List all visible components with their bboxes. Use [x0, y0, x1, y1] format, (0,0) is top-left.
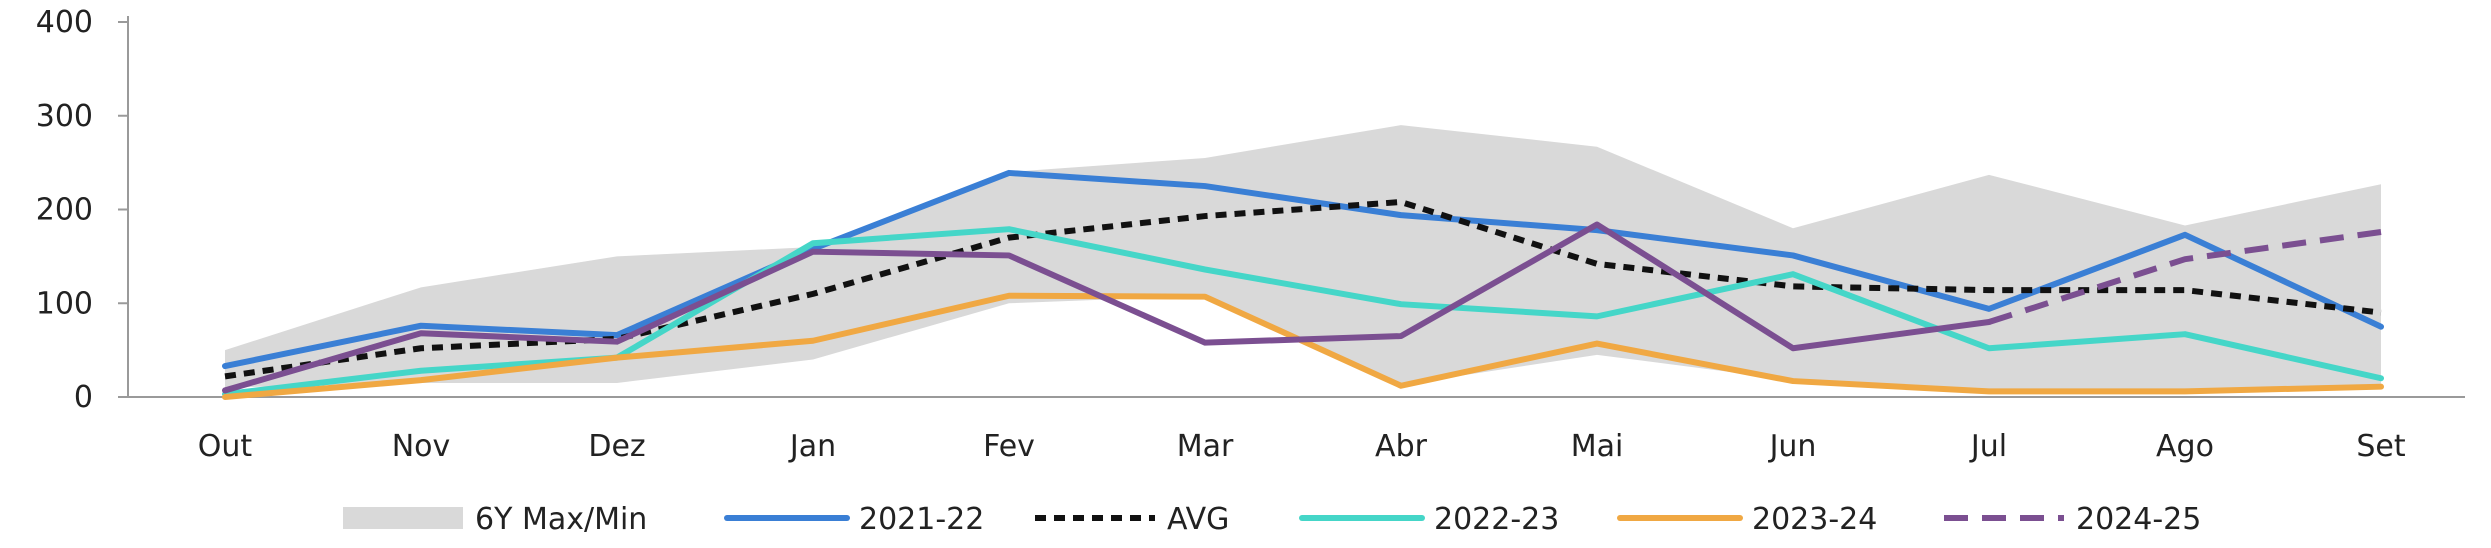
band-6y-max-min — [225, 125, 2381, 393]
legend-label: 2022-23 — [1434, 502, 1559, 537]
series-layer — [222, 169, 2384, 400]
x-tick-label: Abr — [1375, 429, 1428, 464]
x-tick-label: Mar — [1177, 429, 1234, 464]
y-tick-label: 400 — [36, 5, 93, 40]
y-tick-label: 100 — [36, 286, 93, 321]
legend-label: 6Y Max/Min — [475, 502, 647, 537]
x-tick-label: Dez — [588, 429, 645, 464]
legend-item-6y-max-min: 6Y Max/Min — [343, 502, 647, 537]
band-layer — [225, 125, 2381, 393]
legend-label: 2023-24 — [1752, 502, 1877, 537]
x-tick-label: Mai — [1571, 429, 1624, 464]
legend-label: 2024-25 — [2076, 502, 2201, 537]
series-line-2024-25 — [222, 221, 1992, 394]
series-line-2024-25-projection — [1988, 229, 2382, 325]
x-tick-label: Fev — [983, 429, 1035, 464]
y-tick-label: 0 — [74, 380, 93, 415]
y-tick-label: 200 — [36, 193, 93, 228]
series-line-2021-22 — [222, 169, 2384, 370]
legend-label: AVG — [1167, 502, 1229, 537]
series-2024-25 — [222, 221, 2382, 394]
legend-swatch — [343, 507, 463, 529]
x-tick-label: Out — [198, 429, 253, 464]
legend-item-2021-22: 2021-22 — [724, 502, 984, 537]
x-tick-label: Nov — [392, 429, 451, 464]
axes: 0 100 200 300 400 Out Nov Dez Jan Fev Mar Abr Mai Jun… — [36, 5, 2465, 464]
legend-item-avg: AVG — [1035, 502, 1229, 537]
x-tick-label: Jun — [1768, 429, 1817, 464]
y-tick-label: 300 — [36, 99, 93, 134]
series-2021-22 — [222, 169, 2384, 370]
legend: 6Y Max/Min 2021-22 AVG 2022-23 2023-24 2024-2… — [343, 502, 2201, 537]
legend-item-2023-24: 2023-24 — [1617, 502, 1877, 537]
legend-item-2022-23: 2022-23 — [1299, 502, 1559, 537]
x-tick-label: Jan — [788, 429, 836, 464]
x-tick-label: Jul — [1969, 429, 2007, 464]
legend-label: 2021-22 — [859, 502, 984, 537]
x-tick-label: Set — [2356, 429, 2406, 464]
legend-item-2024-25: 2024-25 — [1944, 502, 2201, 537]
x-tick-label: Ago — [2156, 429, 2214, 464]
